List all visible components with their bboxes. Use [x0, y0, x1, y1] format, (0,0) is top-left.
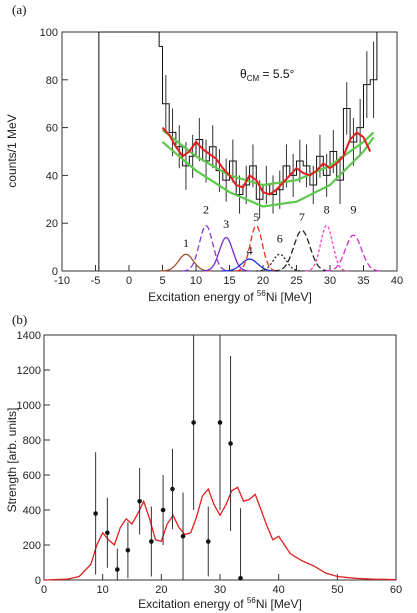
xtick-label: 60	[390, 584, 402, 596]
panel-a-annotation: θCM = 5.5°	[240, 67, 294, 83]
data-point	[217, 420, 223, 425]
data-point	[205, 539, 211, 544]
xtick-label: 10	[190, 275, 202, 287]
panel-a-errorbars	[165, 41, 375, 219]
xtick-label: -5	[91, 275, 101, 287]
peak-2	[182, 224, 230, 272]
data-point	[105, 530, 110, 536]
peak-label: 6	[277, 231, 283, 245]
peak-3	[202, 236, 250, 272]
xtick-label: 30	[214, 584, 226, 596]
histogram-steps	[98, 31, 378, 271]
peak-label: 1	[183, 236, 189, 250]
panel-a-background-curves	[161, 129, 375, 208]
xtick-label: 20	[257, 275, 269, 287]
panel-b-yaxis: 0 200 400 600 800 1000 1200 1400	[17, 330, 50, 587]
ytick-label: 200	[23, 540, 41, 552]
peak-label: 4	[247, 243, 253, 257]
peak-1	[160, 253, 212, 272]
xtick-label: 10	[97, 584, 109, 596]
xtick-label: 40	[273, 584, 285, 596]
peak-9	[325, 234, 382, 272]
peak-label: 7	[299, 210, 305, 224]
ytick-label: 60	[46, 123, 58, 135]
ytick-label: 400	[23, 505, 41, 517]
ytick-label: 100	[40, 27, 58, 39]
panel-b-ylabel: Strength [arb. units]	[5, 408, 19, 513]
data-point	[170, 486, 175, 492]
ytick-label: 20	[46, 218, 58, 230]
ytick-label: 0	[52, 266, 58, 278]
panel-b-xlabel: Excitation energy of 56Ni [MeV]	[138, 596, 302, 611]
xtick-label: 30	[324, 275, 336, 287]
panel-a-xaxis: -10 -5 0 5 10 15 20 25 30 35 40	[54, 265, 403, 287]
ytick-label: 800	[23, 435, 41, 447]
ytick-label: 0	[35, 575, 41, 587]
strength-curve	[43, 486, 397, 581]
peak-6	[256, 253, 304, 272]
xtick-label: 15	[223, 275, 235, 287]
peak-8	[305, 224, 348, 272]
panel-a-label: (a)	[12, 2, 26, 17]
ytick-label: 1000	[17, 400, 41, 412]
data-point	[149, 539, 154, 544]
panel-a-yaxis: 0 20 40 60 80 100	[40, 27, 68, 278]
peak-label: 9	[350, 203, 356, 217]
ytick-label: 1400	[17, 330, 41, 342]
xtick-label: 0	[126, 275, 132, 287]
xtick-label: 35	[357, 275, 369, 287]
panel-a-frame	[61, 31, 398, 272]
xtick-label: -10	[54, 275, 70, 287]
data-point	[191, 420, 196, 425]
panel-a-xlabel: Excitation energy of 56Ni [MeV]	[148, 289, 312, 304]
panel-a-fit	[161, 126, 372, 196]
panel-b-points	[93, 335, 243, 581]
panel-b-label: (b)	[12, 312, 27, 327]
xtick-label: 5	[159, 275, 165, 287]
fit-curve	[161, 126, 372, 196]
data-point	[125, 547, 131, 553]
peak-label: 2	[203, 203, 209, 217]
data-point	[93, 511, 98, 516]
data-point	[160, 507, 166, 513]
panel-b: (b) 0 200 400 600 800 1000 1200 1400 0 10 20 30 40 5…	[5, 312, 402, 611]
panel-b-xaxis: 0 10 20 30 40 50 60	[41, 574, 402, 596]
ytick-label: 600	[23, 470, 41, 482]
data-point	[115, 567, 120, 572]
ytick-label: 40	[46, 170, 58, 182]
data-point	[180, 533, 186, 539]
xtick-label: 25	[290, 275, 302, 287]
xtick-label: 20	[155, 584, 167, 596]
peak-label: 3	[223, 217, 229, 231]
peak-label: 5	[253, 210, 259, 224]
panel-a-ylabel: counts/1 MeV	[5, 114, 19, 187]
xtick-label: 40	[391, 275, 403, 287]
data-point	[137, 498, 142, 504]
ytick-label: 80	[46, 75, 58, 87]
background-curve	[161, 136, 375, 208]
peak-7	[273, 229, 331, 272]
peak-4	[221, 258, 278, 272]
xtick-label: 50	[331, 584, 343, 596]
data-point	[228, 441, 233, 446]
ytick-label: 1200	[17, 365, 41, 377]
xtick-label: 0	[41, 584, 47, 596]
panel-a-histogram	[98, 31, 378, 271]
background-curve	[161, 129, 375, 187]
panel-b-strength-curve	[43, 486, 397, 581]
data-point	[238, 575, 243, 581]
peak-label: 8	[324, 203, 330, 217]
